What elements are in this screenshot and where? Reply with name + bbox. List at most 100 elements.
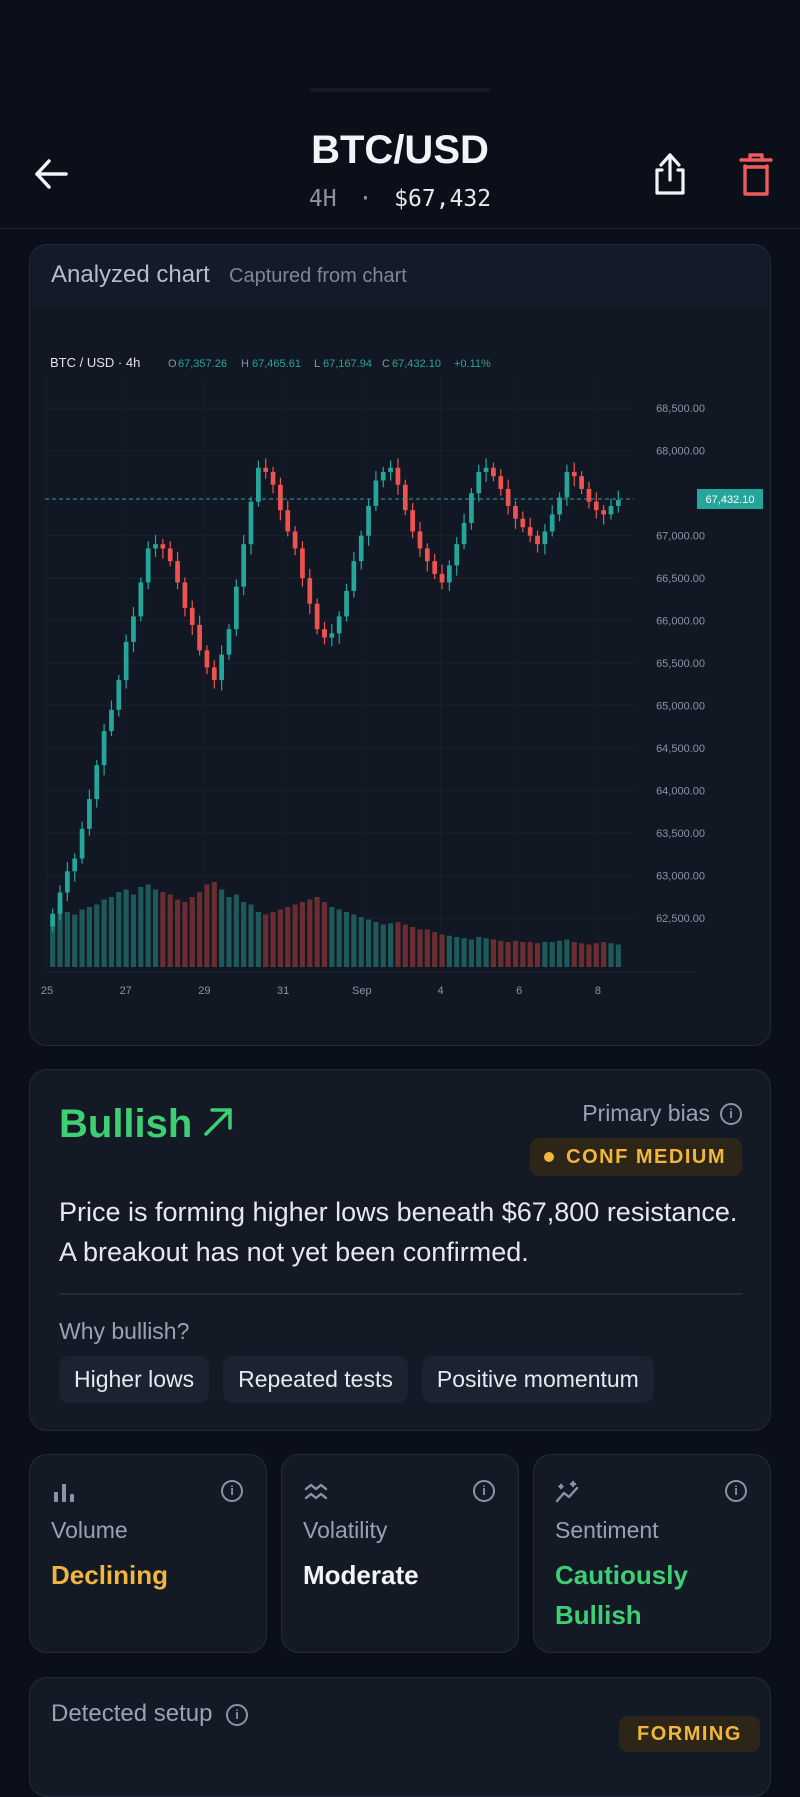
- volume-bar: [123, 889, 129, 967]
- volume-bar: [270, 912, 276, 967]
- candle: [358, 530, 364, 570]
- candlestick-chart: BTC / USD · 4h O 67,357.26 H 67,465.61 L…: [41, 355, 763, 997]
- candle: [557, 492, 562, 522]
- volume-bar: [197, 892, 203, 967]
- candle: [109, 700, 114, 737]
- setup-title: Detected setup: [51, 1700, 213, 1727]
- candle: [204, 645, 210, 675]
- candle-body: [307, 578, 313, 604]
- volume-bar: [351, 914, 357, 967]
- candle: [351, 551, 357, 598]
- divider: [59, 1293, 742, 1295]
- candle-body: [358, 535, 364, 562]
- volume-bar: [498, 940, 504, 967]
- volume-bar: [57, 904, 63, 967]
- candle: [248, 496, 254, 555]
- info-icon[interactable]: i: [473, 1480, 495, 1502]
- candle: [116, 675, 122, 717]
- info-icon[interactable]: i: [720, 1103, 742, 1125]
- candle-body: [278, 484, 283, 511]
- metric-label: Sentiment: [555, 1517, 659, 1543]
- candle-body: [491, 467, 496, 477]
- volume-bar: [373, 922, 379, 967]
- volume-bar: [219, 889, 225, 967]
- y-tick-label: 64,500.00: [656, 743, 705, 755]
- candle-body: [329, 633, 335, 638]
- y-axis: 68,500.00 68,000.00 67,000.00 66,500.00 66,0…: [656, 403, 705, 925]
- info-icon[interactable]: i: [221, 1480, 243, 1502]
- volume-bar: [182, 902, 188, 967]
- candle: [579, 471, 584, 495]
- ohlc-close: 67,432.10: [392, 358, 441, 370]
- candle-body: [300, 548, 305, 579]
- volume-bar: [145, 884, 151, 967]
- reason-chip[interactable]: Higher lows: [59, 1356, 210, 1403]
- candle: [314, 598, 320, 635]
- notch: [310, 88, 490, 92]
- candle: [432, 553, 438, 580]
- candle: [535, 530, 540, 553]
- candle: [586, 481, 592, 509]
- candle-body: [601, 510, 606, 515]
- volume-bars: [50, 882, 621, 967]
- candle: [601, 505, 606, 525]
- candle: [197, 615, 202, 656]
- candle-body: [447, 565, 452, 583]
- candle-body: [593, 501, 599, 511]
- candle: [322, 621, 327, 645]
- volume-bar: [116, 892, 122, 967]
- candle-body: [615, 500, 621, 506]
- candle-body: [424, 548, 430, 562]
- candle: [138, 577, 144, 622]
- x-tick-label: 8: [595, 985, 601, 997]
- candle: [219, 645, 224, 691]
- volume-bar: [476, 937, 482, 967]
- detected-setup-card[interactable]: Detected setup i FORMING: [29, 1677, 771, 1797]
- candle-body: [153, 544, 158, 549]
- candle-body: [57, 892, 63, 914]
- volume-bar: [64, 912, 70, 967]
- candle-body: [571, 471, 577, 477]
- candle: [615, 490, 621, 513]
- current-price: $67,432: [394, 186, 492, 212]
- candle-body: [410, 510, 415, 532]
- x-tick-label: 4: [437, 985, 443, 997]
- back-button[interactable]: [30, 152, 74, 196]
- candle: [476, 464, 482, 502]
- candle-body: [380, 471, 386, 481]
- candle: [278, 477, 283, 521]
- delete-button[interactable]: [736, 150, 776, 198]
- candle-body: [219, 654, 224, 681]
- volume-bar: [50, 919, 56, 967]
- volume-bar: [167, 894, 173, 967]
- metric-card-volatility[interactable]: i Volatility Moderate: [281, 1454, 519, 1653]
- metric-card-volume[interactable]: i Volume Declining: [29, 1454, 267, 1653]
- volume-bar: [490, 939, 497, 967]
- volume-bar: [593, 943, 599, 967]
- y-tick-label: 65,000.00: [656, 701, 705, 713]
- ohlc-open: 67,357.26: [178, 358, 227, 370]
- share-button[interactable]: [648, 148, 692, 198]
- volume-bar: [395, 922, 401, 967]
- volume-bar: [564, 939, 570, 967]
- bar-chart-icon: [54, 1484, 74, 1502]
- candle: [564, 464, 570, 506]
- reason-chip[interactable]: Positive momentum: [421, 1356, 654, 1403]
- metric-card-sentiment[interactable]: i Sentiment Cautiously Bullish: [533, 1454, 771, 1653]
- candle: [300, 541, 305, 587]
- candle: [94, 759, 100, 808]
- candle: [101, 723, 107, 776]
- candle: [505, 479, 511, 515]
- volume-bar: [410, 927, 416, 967]
- setup-status-badge: FORMING: [619, 1716, 760, 1752]
- candle: [417, 522, 423, 557]
- candle-body: [366, 505, 371, 536]
- candle-body: [79, 828, 85, 859]
- info-icon[interactable]: i: [226, 1704, 248, 1726]
- info-icon[interactable]: i: [725, 1480, 747, 1502]
- volume-bar: [130, 894, 137, 967]
- y-tick-label: 68,000.00: [656, 446, 705, 458]
- candle-body: [109, 709, 114, 732]
- volume-bar: [608, 943, 614, 967]
- reason-chip[interactable]: Repeated tests: [223, 1356, 408, 1403]
